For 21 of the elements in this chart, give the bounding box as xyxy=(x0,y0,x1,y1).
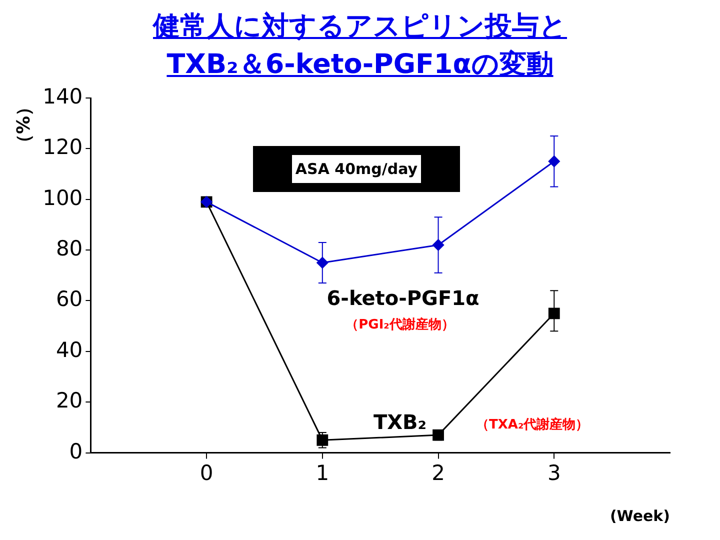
y-tick-label: 40 xyxy=(56,338,83,362)
series-label: 6-keto-PGF1α xyxy=(326,286,480,310)
point xyxy=(548,308,560,320)
x-tick-label: 0 xyxy=(200,460,214,485)
x-tick-label: 1 xyxy=(316,460,330,485)
y-tick-label: 20 xyxy=(56,388,83,413)
x-axis-title: (Week) xyxy=(610,506,670,525)
y-axis-title: （%） xyxy=(13,98,34,152)
y-tick-label: 80 xyxy=(56,236,83,261)
y-tick-label: 120 xyxy=(42,135,83,160)
point xyxy=(316,434,328,446)
annotation: ASA 40mg/day xyxy=(294,159,419,180)
annotation: （TXA₂代謝産物） xyxy=(476,416,589,432)
annotation: （PGI₂代謝産物） xyxy=(346,316,454,332)
y-tick-label: 100 xyxy=(42,186,83,210)
series-label: TXB₂ xyxy=(373,410,427,434)
x-tick-label: 3 xyxy=(547,460,561,485)
y-tick-label: 0 xyxy=(69,439,83,464)
x-tick-label: 2 xyxy=(432,460,445,485)
y-tick-label: 60 xyxy=(56,287,83,312)
y-tick-label: 140 xyxy=(42,84,83,108)
